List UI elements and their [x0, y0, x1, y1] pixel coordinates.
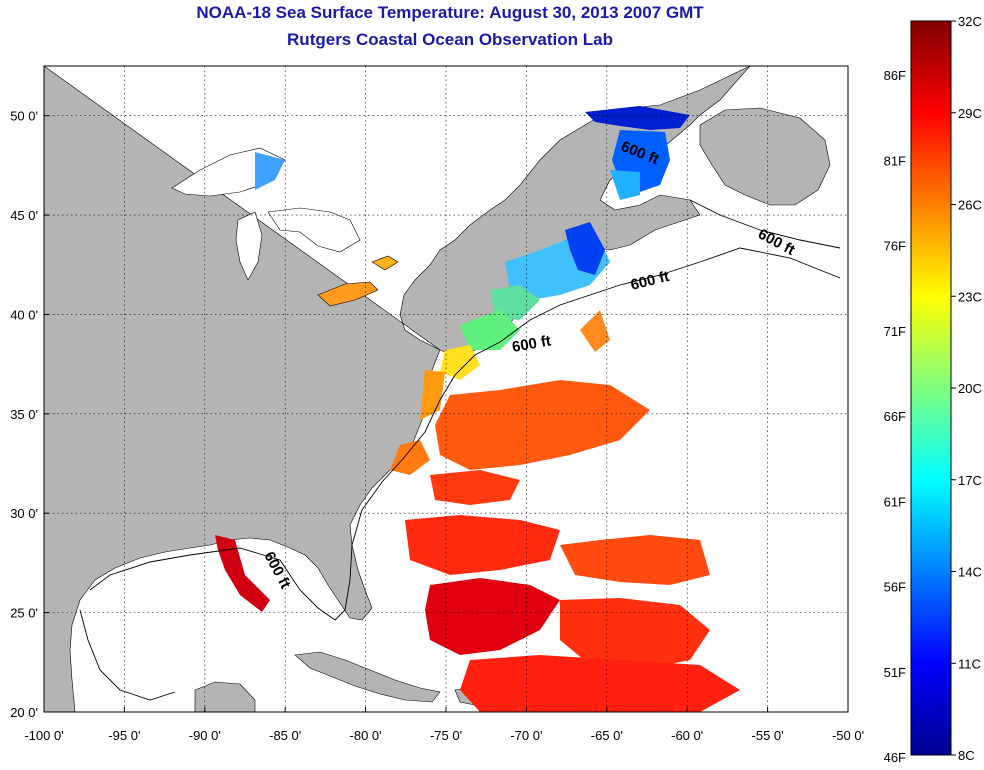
graticule — [44, 66, 848, 712]
land-cuba — [294, 651, 441, 703]
y-axis: 50 0' 45 0' 40 0' 35 0' 30 0' 25 0' 20 0' — [10, 109, 49, 720]
x-axis: -100 0' -95 0' -90 0' -85 0' -80 0' -75 0' -70… — [24, 707, 864, 743]
y-tick-label: 20 0' — [10, 705, 38, 720]
x-tick-label: -50 0' — [832, 728, 864, 743]
y-tick-label: 50 0' — [10, 109, 38, 124]
colorbar-celsius-label: 26C — [958, 198, 982, 213]
sst-north — [490, 106, 690, 320]
isobath-label: 600 ft — [511, 332, 553, 356]
colorbar-celsius-labels: 32C 29C 26C 23C 20C 17C 14C 11C 8C — [951, 14, 982, 763]
colorbar-fahrenheit-label: 51F — [884, 665, 906, 680]
colorbar-fahrenheit-label: 71F — [884, 324, 906, 339]
x-tick-label: -55 0' — [752, 728, 784, 743]
colorbar-celsius-label: 23C — [958, 289, 982, 304]
colorbar-fahrenheit-label: 66F — [884, 409, 906, 424]
colorbar — [910, 20, 952, 756]
land-yucatan — [194, 681, 256, 712]
x-tick-label: -60 0' — [671, 728, 703, 743]
x-tick-label: -95 0' — [108, 728, 140, 743]
x-tick-label: -90 0' — [189, 728, 221, 743]
colorbar-fahrenheit-label: 76F — [884, 239, 906, 254]
x-tick-label: -85 0' — [269, 728, 301, 743]
land-newfoundland — [699, 107, 831, 206]
x-tick-label: -100 0' — [24, 728, 63, 743]
x-tick-label: -65 0' — [591, 728, 623, 743]
colorbar-celsius-label: 29C — [958, 106, 982, 121]
x-tick-label: -70 0' — [510, 728, 542, 743]
great-lakes — [171, 147, 399, 307]
y-tick-label: 35 0' — [10, 407, 38, 422]
colorbar-fahrenheit-label: 86F — [884, 68, 906, 83]
colorbar-fahrenheit-labels: 86F 81F 76F 71F 66F 61F 56F 51F 46F — [884, 68, 906, 765]
colorbar-fahrenheit-label: 56F — [884, 580, 906, 595]
chart-title: NOAA-18 Sea Surface Temperature: August … — [196, 3, 704, 22]
map-area: 600 ft 600 ft 600 ft 600 ft 600 ft — [44, 66, 848, 712]
y-tick-label: 45 0' — [10, 208, 38, 223]
y-tick-label: 40 0' — [10, 307, 38, 322]
isobath-600ft — [89, 247, 841, 621]
colorbar-fahrenheit-label: 46F — [884, 750, 906, 765]
colorbar-celsius-label: 11C — [958, 656, 981, 671]
sst-atlantic — [215, 310, 740, 712]
colorbar-fahrenheit-label: 81F — [884, 153, 906, 168]
y-tick-label: 30 0' — [10, 506, 38, 521]
colorbar-celsius-label: 20C — [958, 381, 982, 396]
colorbar-fahrenheit-label: 61F — [884, 494, 906, 509]
colorbar-celsius-label: 17C — [958, 473, 982, 488]
x-tick-label: -75 0' — [430, 728, 462, 743]
chart-subtitle: Rutgers Coastal Ocean Observation Lab — [287, 30, 613, 49]
y-tick-label: 25 0' — [10, 606, 38, 621]
colorbar-celsius-label: 14C — [958, 565, 982, 580]
colorbar-celsius-label: 8C — [958, 748, 975, 763]
x-tick-label: -80 0' — [350, 728, 382, 743]
colorbar-celsius-label: 32C — [958, 14, 982, 29]
